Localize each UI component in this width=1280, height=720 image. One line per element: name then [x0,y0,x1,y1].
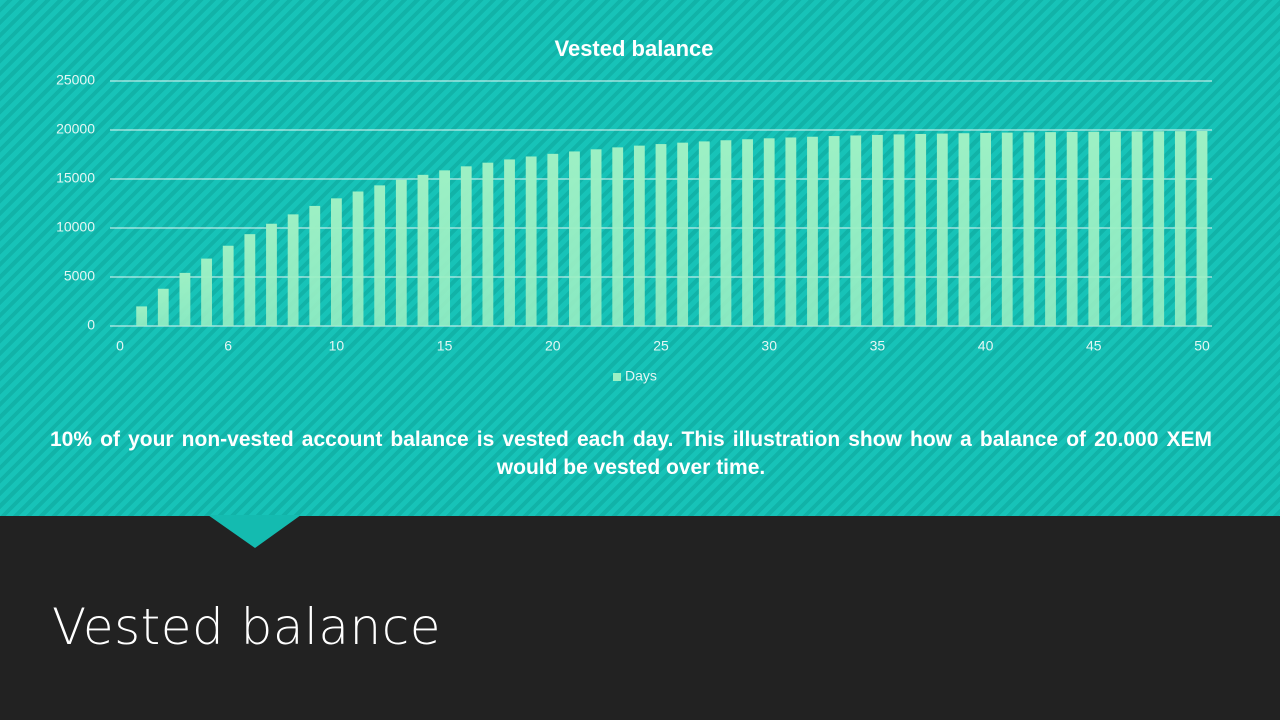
bar [157,288,169,326]
bar [763,138,775,326]
bar [201,258,212,326]
bar [222,245,234,326]
legend-label: Days [625,368,657,384]
x-tick-label: 10 [329,338,345,354]
bar [244,234,256,326]
bar [1088,131,1100,326]
bar [915,133,927,326]
x-tick-label: 50 [1194,338,1210,354]
bar [525,156,537,326]
bar [504,159,515,326]
bar [482,162,494,326]
bar [395,179,407,326]
bar [850,135,862,326]
bar [352,191,364,326]
bar [287,214,299,326]
bar [785,137,797,326]
bar [460,166,472,326]
bar [633,145,645,326]
bar [807,136,818,326]
bar [309,205,321,326]
bar [612,147,624,326]
bar [1001,132,1013,326]
y-tick-label: 10000 [56,219,95,235]
bar [980,132,992,326]
y-tick-label: 25000 [56,72,95,88]
bar [330,198,342,326]
bar [439,170,451,326]
x-tick-label: 40 [978,338,994,354]
bar [1110,131,1121,326]
bar [1045,132,1056,326]
x-tick-label: 30 [761,338,777,354]
bar [417,174,429,326]
bar [936,133,948,326]
bar [742,139,753,326]
bar [1153,131,1165,326]
bar [590,149,602,326]
y-tick-label: 5000 [64,268,95,284]
x-tick-label: 25 [653,338,669,354]
y-tick-label: 0 [87,317,95,333]
legend-swatch [613,373,621,381]
x-tick-label: 45 [1086,338,1102,354]
bar [1023,132,1035,326]
y-tick-label: 20000 [56,121,95,137]
notch-shape [208,515,301,548]
x-tick-label: 15 [437,338,453,354]
slide-title: Vested balance [52,598,441,656]
x-tick-label: 20 [545,338,561,354]
bar [958,133,970,326]
bar [893,134,905,326]
y-tick-label: 15000 [56,170,95,186]
bar [1131,131,1143,326]
bar [1066,131,1078,326]
bar [655,144,667,326]
chart: Vested balance 0 5000 10000 15000 20000 25000… [56,36,1212,384]
bar [698,141,710,326]
bar [179,272,191,326]
bar [871,134,883,326]
x-tick-label: 35 [870,338,886,354]
bar [569,151,580,326]
bar [720,140,732,326]
bar [1196,131,1208,326]
x-tick-label: 0 [116,338,124,354]
bar [266,223,277,326]
x-tick-label: 6 [224,338,232,354]
bar [677,142,689,326]
chart-title: Vested balance [555,36,714,61]
caption: 10% of your non-vested account balance i… [50,428,1212,479]
bar [828,136,840,326]
bar [136,306,148,326]
bar [547,153,559,326]
bar [374,185,386,326]
bar [1174,131,1186,326]
